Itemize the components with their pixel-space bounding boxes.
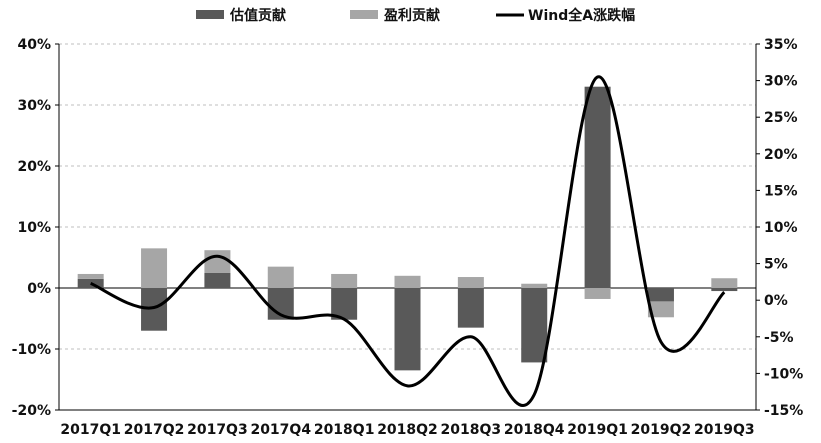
bar-earnings bbox=[204, 250, 231, 273]
legend-label: Wind全A涨跌幅 bbox=[528, 7, 635, 24]
x-tick-label: 2019Q2 bbox=[631, 422, 692, 438]
left-tick-label: 40% bbox=[17, 37, 51, 53]
left-axis-ticks: -20% -10% 0% 10% 20% 30% 40% bbox=[12, 37, 59, 419]
x-tick-label: 2019Q3 bbox=[694, 422, 755, 438]
x-tick-label: 2017Q1 bbox=[60, 422, 121, 438]
right-tick-label: -15% bbox=[764, 403, 803, 419]
bar-earnings bbox=[77, 273, 104, 279]
bar-earnings bbox=[267, 266, 294, 288]
bar-valuation bbox=[204, 272, 231, 288]
bar-valuation bbox=[521, 288, 548, 363]
right-tick-label: 5% bbox=[764, 257, 788, 273]
right-axis-ticks: -15% -10% -5% 0% 5% 10% 15% 20% 25% 30% 35% bbox=[756, 37, 803, 419]
x-tick-label: 2017Q2 bbox=[124, 422, 185, 438]
left-tick-label: 30% bbox=[17, 98, 51, 114]
bar-valuation bbox=[711, 288, 738, 292]
bar-valuation bbox=[584, 86, 611, 288]
legend-swatch bbox=[196, 10, 224, 19]
left-tick-label: -10% bbox=[12, 342, 51, 358]
left-tick-label: -20% bbox=[12, 403, 51, 419]
left-tick-label: 10% bbox=[17, 220, 51, 236]
right-tick-label: 0% bbox=[764, 293, 788, 309]
x-axis-labels: 2017Q1 2017Q2 2017Q3 2017Q4 2018Q1 2018Q2 2018… bbox=[60, 422, 754, 438]
bar-earnings bbox=[331, 273, 358, 288]
bar-valuation bbox=[394, 288, 421, 371]
left-tick-label: 20% bbox=[17, 159, 51, 175]
bar-earnings bbox=[141, 248, 168, 288]
legend: 估值贡献 盈利贡献 Wind全A涨跌幅 bbox=[196, 7, 635, 24]
x-tick-label: 2017Q4 bbox=[250, 422, 311, 438]
bars bbox=[77, 86, 738, 371]
right-tick-label: 35% bbox=[764, 37, 798, 53]
right-tick-label: -5% bbox=[764, 330, 794, 346]
right-tick-label: 30% bbox=[764, 74, 798, 90]
x-tick-label: 2018Q3 bbox=[441, 422, 502, 438]
bar-earnings bbox=[647, 301, 674, 318]
bar-earnings bbox=[521, 283, 548, 288]
x-tick-label: 2018Q4 bbox=[504, 422, 565, 438]
bar-valuation bbox=[457, 288, 484, 328]
bar-earnings bbox=[584, 288, 611, 299]
x-tick-label: 2018Q2 bbox=[377, 422, 438, 438]
legend-swatch bbox=[350, 10, 378, 19]
bar-earnings bbox=[711, 278, 738, 288]
legend-label: 估值贡献 bbox=[229, 7, 286, 24]
left-tick-label: 0% bbox=[27, 281, 51, 297]
bar-earnings bbox=[457, 277, 484, 288]
right-tick-label: 10% bbox=[764, 220, 798, 236]
bar-earnings bbox=[394, 275, 421, 288]
right-tick-label: 20% bbox=[764, 147, 798, 163]
bar-valuation bbox=[647, 288, 674, 302]
x-tick-label: 2018Q1 bbox=[314, 422, 375, 438]
x-tick-label: 2017Q3 bbox=[187, 422, 248, 438]
legend-label: 盈利贡献 bbox=[383, 7, 440, 24]
right-tick-label: 25% bbox=[764, 110, 798, 126]
line-wind-all-a bbox=[90, 75, 726, 407]
x-tick-label: 2019Q1 bbox=[567, 422, 628, 438]
right-tick-label: -10% bbox=[764, 366, 803, 382]
right-tick-label: 15% bbox=[764, 183, 798, 199]
